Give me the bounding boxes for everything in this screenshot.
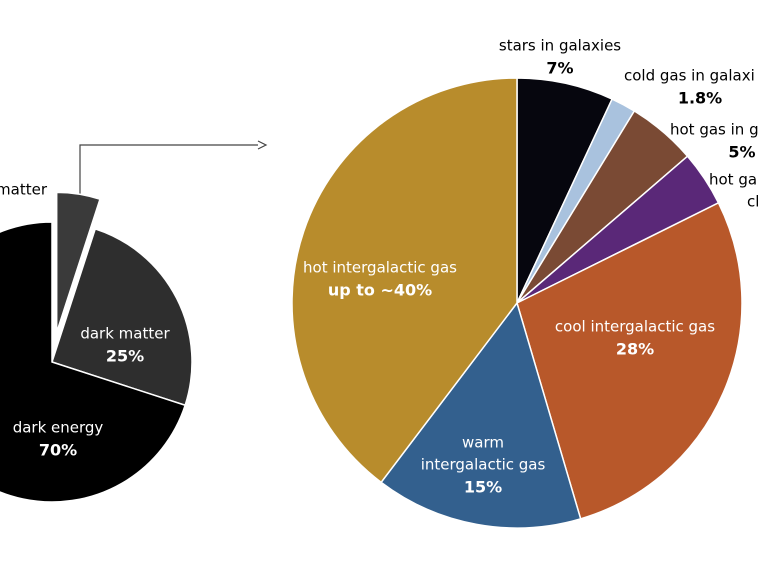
value-label: 28% [616,340,654,359]
slice-label: cl [747,193,759,211]
slice-label: intergalactic gas [421,456,546,474]
slice-label: matter [0,181,48,199]
value-label: 5% [728,143,755,162]
value-label: 7% [546,59,573,78]
pie-slice [0,221,187,503]
pie-slice [291,77,518,484]
slice-label: cool intergalactic gas [555,318,715,336]
value-label: 15% [464,478,502,497]
value-label: 25% [106,347,144,366]
slice-label: dark matter [80,325,170,343]
pie-slice [516,201,743,520]
connector-arrow [79,144,258,195]
slice-label: hot ga [709,171,757,189]
slice-label: hot intergalactic gas [303,259,457,277]
value-label: up to ~40% [328,281,432,300]
slice-label: cold gas in galaxi [624,67,755,85]
arrow-head [257,140,268,150]
pie-slice [51,227,193,407]
value-label: 1.8% [678,89,722,108]
slice-label: stars in galaxies [499,37,621,55]
pie-slice [55,191,101,333]
pie-slice [380,301,582,529]
slice-label: warm [462,434,504,452]
value-label: 70% [39,441,77,460]
slice-label: dark energy [13,419,104,437]
slice-label: hot gas in g [670,121,759,139]
